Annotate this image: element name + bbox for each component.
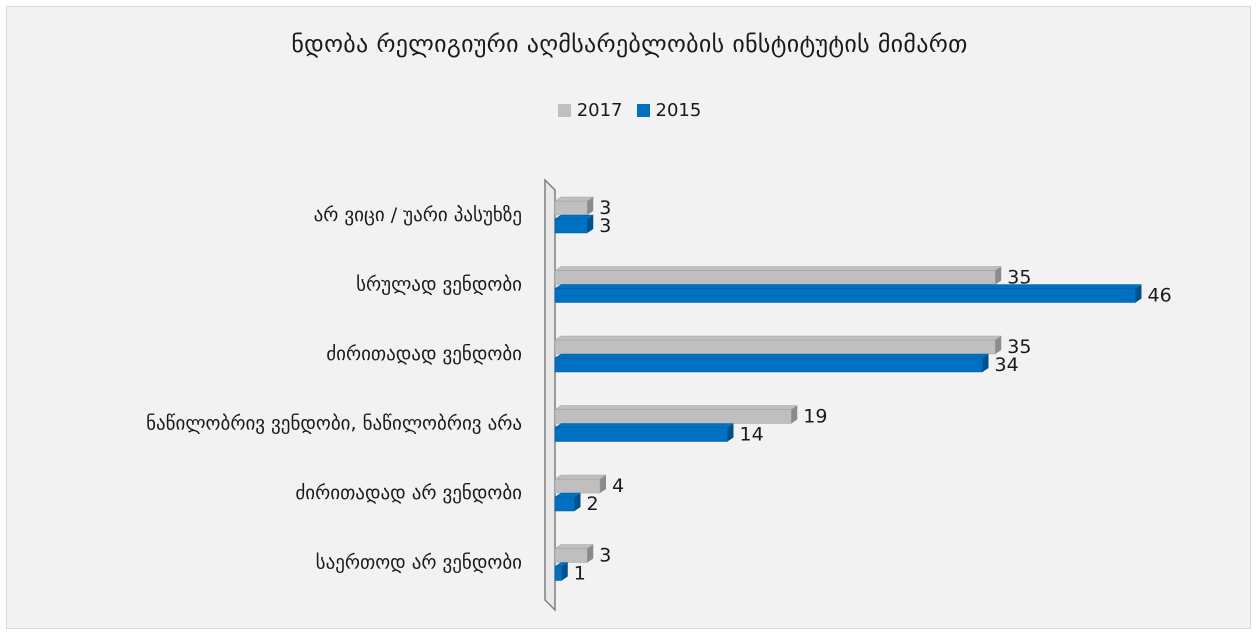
legend-label-2017: 2017 [576, 100, 623, 121]
bar-end-face [995, 266, 1002, 285]
bar-end-face [995, 336, 1002, 354]
data-label-2017: 3 [599, 197, 611, 219]
data-label-2015: 3 [599, 215, 611, 237]
bar-bevel [554, 492, 582, 498]
axis-wall [544, 178, 556, 612]
bar-2015 [554, 427, 728, 442]
category-label: ნაწილობრივ ვენდობი, ნაწილობრივ არა [146, 413, 522, 435]
bar-2015 [554, 566, 562, 581]
bar-bevel [554, 353, 990, 359]
bar-2015 [554, 218, 588, 234]
bar-bevel [554, 284, 1143, 289]
bar-2017 [554, 200, 588, 216]
data-label-2015: 14 [740, 424, 764, 446]
data-label-2017: 35 [1007, 336, 1031, 358]
legend-item-2015: 2015 [636, 100, 702, 121]
bar-end-face [587, 544, 594, 563]
data-label-2017: 19 [803, 406, 827, 428]
bar-end-face [727, 423, 734, 442]
bar-end-face [1135, 284, 1142, 303]
bar-bevel [554, 266, 1002, 271]
legend-item-2017: 2017 [557, 100, 623, 121]
legend-label-2015: 2015 [655, 100, 702, 121]
data-label-2015: 2 [587, 493, 599, 515]
bar-end-face [587, 197, 594, 215]
bar-2017 [554, 339, 996, 355]
category-label: ძირითადად არ ვენდობი [295, 482, 522, 504]
legend-swatch-2017 [557, 104, 571, 117]
data-label-2015: 1 [574, 563, 586, 585]
bar-end-face [561, 562, 568, 581]
data-label-2017: 35 [1007, 267, 1031, 289]
bar-end-face [600, 475, 606, 493]
bar-2017 [554, 548, 588, 563]
data-label-2015: 34 [995, 354, 1019, 376]
bar-end-face [587, 215, 594, 233]
bar-bevel [554, 544, 594, 549]
bar-2015 [554, 357, 983, 373]
bar-2017 [554, 270, 996, 285]
bar-bevel [554, 474, 607, 480]
legend-swatch-2015 [636, 104, 650, 117]
bar-bevel [554, 562, 569, 567]
bar-bevel [554, 196, 594, 202]
bar-2017 [554, 409, 792, 424]
data-label-2017: 4 [612, 475, 624, 497]
data-label-2015: 46 [1148, 285, 1172, 307]
bar-end-face [791, 405, 798, 424]
category-label: სრულად ვენდობი [356, 274, 522, 296]
category-label: საერთოდ არ ვენდობი [316, 552, 522, 574]
bar-end-face [982, 354, 989, 372]
bar-bevel [554, 423, 735, 428]
bar-2017 [554, 478, 601, 494]
bar-bevel [554, 405, 798, 410]
bar-end-face [574, 493, 581, 511]
data-label-2017: 3 [599, 545, 611, 567]
category-label: არ ვიცი / უარი პასუხზე [314, 204, 522, 226]
bar-2015 [554, 288, 1136, 303]
bar-2015 [554, 496, 575, 512]
chart-frame [6, 6, 1251, 629]
bar-bevel [554, 214, 594, 220]
bar-bevel [554, 335, 1002, 341]
category-label: ძირითადად ვენდობი [326, 343, 522, 365]
chart-title: ნდობა რელიგიური აღმსარებლობის ინსტიტუტის… [291, 30, 968, 58]
chart-legend: 2017 2015 [0, 100, 1259, 121]
